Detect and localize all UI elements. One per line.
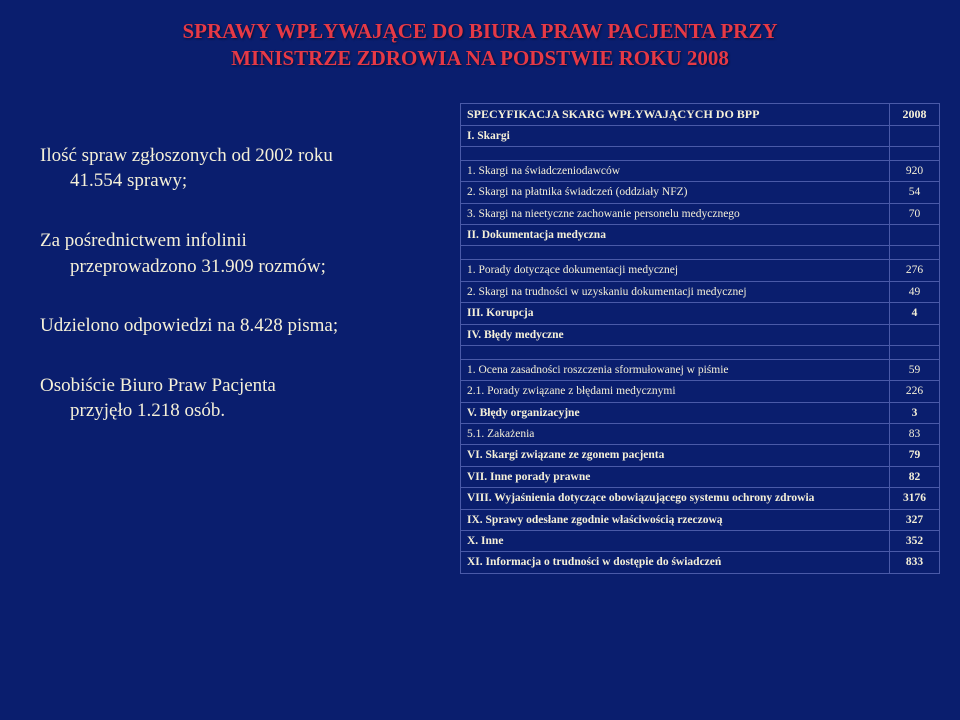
table-row: VIII. Wyjaśnienia dotyczące obowiązujące… bbox=[461, 488, 940, 509]
stat-2-line-b: przeprowadzono 31.909 rozmów; bbox=[40, 254, 440, 280]
slide-header: SPRAWY WPŁYWAJĄCE DO BIURA PRAW PACJENTA… bbox=[0, 0, 960, 83]
stat-1-line-b: 41.554 sprawy; bbox=[40, 168, 440, 194]
table-row: IV. Błędy medyczne bbox=[461, 324, 940, 345]
table-spacer-row bbox=[461, 345, 940, 359]
table-cell-value: 920 bbox=[890, 160, 940, 181]
table-row: II. Dokumentacja medyczna bbox=[461, 225, 940, 246]
table-spacer-row bbox=[461, 146, 940, 160]
table-cell-label: VIII. Wyjaśnienia dotyczące obowiązujące… bbox=[461, 488, 890, 509]
table-cell-value: 3 bbox=[890, 402, 940, 423]
table-row: III. Korupcja4 bbox=[461, 303, 940, 324]
table-cell-label: 3. Skargi na nieetyczne zachowanie perso… bbox=[461, 203, 890, 224]
right-column: SPECYFIKACJA SKARG WPŁYWAJĄCYCH DO BPP 2… bbox=[460, 103, 940, 574]
table-cell-label: VII. Inne porady prawne bbox=[461, 466, 890, 487]
table-cell-label: 1. Skargi na świadczeniodawców bbox=[461, 160, 890, 181]
table-cell-label: 1. Ocena zasadności roszczenia sformułow… bbox=[461, 359, 890, 380]
table-cell-value bbox=[890, 125, 940, 146]
table-cell-label: 2. Skargi na trudności w uzyskaniu dokum… bbox=[461, 281, 890, 302]
table-body: I. Skargi 1. Skargi na świadczeniodawców9… bbox=[461, 125, 940, 573]
table-spacer-row bbox=[461, 246, 940, 260]
stat-4-line-a: Osobiście Biuro Praw Pacjenta bbox=[40, 375, 276, 396]
left-column: Ilość spraw zgłoszonych od 2002 roku 41.… bbox=[40, 103, 440, 574]
table-cell-value: 54 bbox=[890, 182, 940, 203]
table-cell-label: 1. Porady dotyczące dokumentacji medyczn… bbox=[461, 260, 890, 281]
header-line-2: MINISTRZE ZDROWIA NA PODSTWIE ROKU 2008 bbox=[40, 45, 920, 72]
table-header-year: 2008 bbox=[890, 103, 940, 125]
stat-3-text: Udzielono odpowiedzi na 8.428 pisma; bbox=[40, 315, 338, 336]
table-row: 2.1. Porady związane z błędami medycznym… bbox=[461, 381, 940, 402]
stat-4-line-b: przyjęło 1.218 osób. bbox=[40, 398, 440, 424]
stat-2-line-a: Za pośrednictwem infolinii bbox=[40, 230, 247, 251]
spacer-cell bbox=[890, 345, 940, 359]
table-cell-label: IX. Sprawy odesłane zgodnie właściwością… bbox=[461, 509, 890, 530]
table-cell-value: 276 bbox=[890, 260, 940, 281]
table-cell-label: IV. Błędy medyczne bbox=[461, 324, 890, 345]
stat-item-2: Za pośrednictwem infolinii przeprowadzon… bbox=[40, 228, 440, 279]
table-cell-value: 59 bbox=[890, 359, 940, 380]
table-row: VII. Inne porady prawne82 bbox=[461, 466, 940, 487]
table-row: V. Błędy organizacyjne3 bbox=[461, 402, 940, 423]
header-line-1: SPRAWY WPŁYWAJĄCE DO BIURA PRAW PACJENTA… bbox=[40, 18, 920, 45]
spacer-cell bbox=[461, 345, 890, 359]
table-cell-label: II. Dokumentacja medyczna bbox=[461, 225, 890, 246]
table-row: I. Skargi bbox=[461, 125, 940, 146]
table-cell-label: I. Skargi bbox=[461, 125, 890, 146]
table-cell-label: 5.1. Zakażenia bbox=[461, 424, 890, 445]
stat-1-line-a: Ilość spraw zgłoszonych od 2002 roku bbox=[40, 145, 333, 166]
table-row: XI. Informacja o trudności w dostępie do… bbox=[461, 552, 940, 573]
table-cell-label: X. Inne bbox=[461, 530, 890, 551]
table-cell-label: XI. Informacja o trudności w dostępie do… bbox=[461, 552, 890, 573]
table-row: 5.1. Zakażenia83 bbox=[461, 424, 940, 445]
spacer-cell bbox=[461, 146, 890, 160]
table-row: 1. Porady dotyczące dokumentacji medyczn… bbox=[461, 260, 940, 281]
table-cell-value: 833 bbox=[890, 552, 940, 573]
table-header-label: SPECYFIKACJA SKARG WPŁYWAJĄCYCH DO BPP bbox=[461, 103, 890, 125]
table-row: X. Inne352 bbox=[461, 530, 940, 551]
table-row: 2. Skargi na płatnika świadczeń (oddział… bbox=[461, 182, 940, 203]
table-row: 2. Skargi na trudności w uzyskaniu dokum… bbox=[461, 281, 940, 302]
content-area: Ilość spraw zgłoszonych od 2002 roku 41.… bbox=[0, 83, 960, 574]
table-row: 1. Ocena zasadności roszczenia sformułow… bbox=[461, 359, 940, 380]
table-cell-label: III. Korupcja bbox=[461, 303, 890, 324]
table-cell-value: 79 bbox=[890, 445, 940, 466]
table-cell-value: 70 bbox=[890, 203, 940, 224]
table-cell-value: 226 bbox=[890, 381, 940, 402]
table-header-row: SPECYFIKACJA SKARG WPŁYWAJĄCYCH DO BPP 2… bbox=[461, 103, 940, 125]
table-cell-label: 2.1. Porady związane z błędami medycznym… bbox=[461, 381, 890, 402]
table-row: 1. Skargi na świadczeniodawców920 bbox=[461, 160, 940, 181]
table-cell-label: VI. Skargi związane ze zgonem pacjenta bbox=[461, 445, 890, 466]
table-cell-value: 83 bbox=[890, 424, 940, 445]
table-row: 3. Skargi na nieetyczne zachowanie perso… bbox=[461, 203, 940, 224]
table-row: VI. Skargi związane ze zgonem pacjenta79 bbox=[461, 445, 940, 466]
complaints-table: SPECYFIKACJA SKARG WPŁYWAJĄCYCH DO BPP 2… bbox=[460, 103, 940, 574]
table-cell-value: 4 bbox=[890, 303, 940, 324]
table-cell-value bbox=[890, 324, 940, 345]
stat-item-3: Udzielono odpowiedzi na 8.428 pisma; bbox=[40, 313, 440, 339]
table-cell-label: V. Błędy organizacyjne bbox=[461, 402, 890, 423]
table-cell-value bbox=[890, 225, 940, 246]
spacer-cell bbox=[890, 246, 940, 260]
table-cell-label: 2. Skargi na płatnika świadczeń (oddział… bbox=[461, 182, 890, 203]
table-cell-value: 3176 bbox=[890, 488, 940, 509]
table-cell-value: 82 bbox=[890, 466, 940, 487]
stat-item-4: Osobiście Biuro Praw Pacjenta przyjęło 1… bbox=[40, 373, 440, 424]
table-cell-value: 327 bbox=[890, 509, 940, 530]
stat-item-1: Ilość spraw zgłoszonych od 2002 roku 41.… bbox=[40, 143, 440, 194]
spacer-cell bbox=[890, 146, 940, 160]
spacer-cell bbox=[461, 246, 890, 260]
table-cell-value: 49 bbox=[890, 281, 940, 302]
table-cell-value: 352 bbox=[890, 530, 940, 551]
table-row: IX. Sprawy odesłane zgodnie właściwością… bbox=[461, 509, 940, 530]
